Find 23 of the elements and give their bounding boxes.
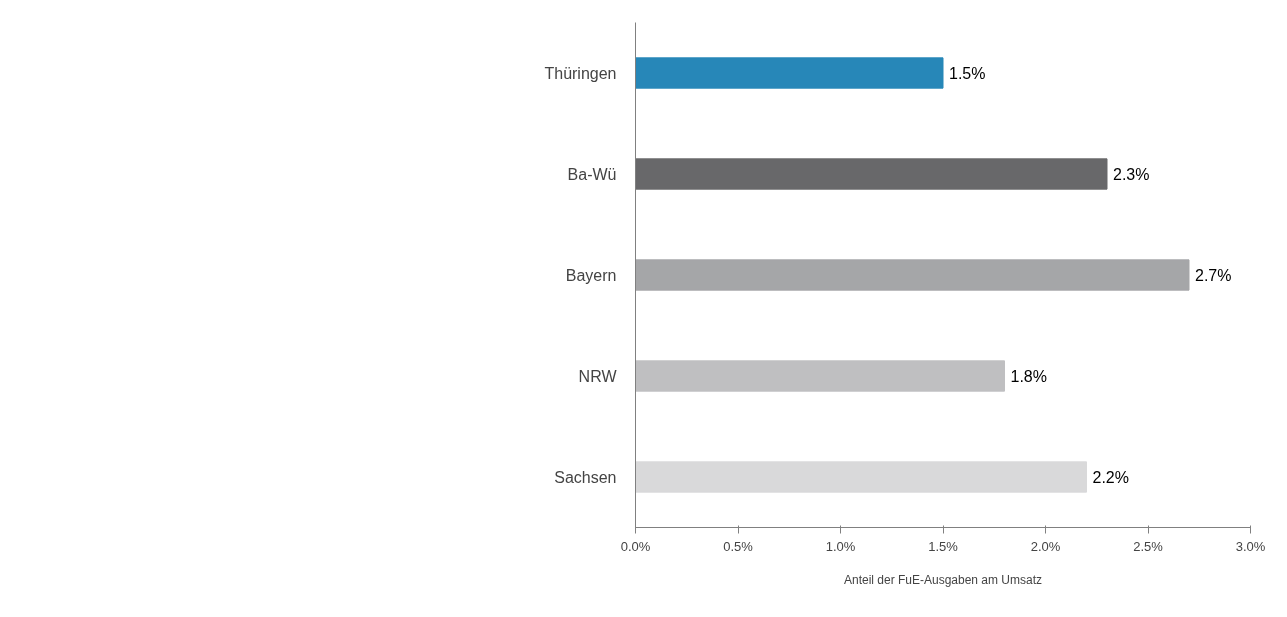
bar [635,360,1005,392]
y-tick-label: NRW [578,367,618,385]
bar [635,461,1087,493]
y-tick-label: Sachsen [554,468,617,486]
y-tick-label: Ba-Wü [567,165,617,183]
x-tick-label: 3.0% [1235,538,1266,554]
x-tick-label: 1.5% [928,538,959,554]
data-label: 2.2% [1092,469,1129,486]
data-label: 2.3% [1113,166,1150,183]
bar [635,259,1190,291]
x-tick-label: 2.0% [1030,538,1061,554]
data-label: 1.8% [1010,368,1047,385]
x-tick-label: 1.0% [825,538,856,554]
x-tick-label: 2.5% [1133,538,1164,554]
x-tick-label: 0.0% [620,538,651,554]
data-label: 1.5% [949,65,986,82]
bar [635,57,944,89]
x-tick-label: 0.5% [723,538,754,554]
x-axis-title: Anteil der FuE-Ausgaben am Umsatz [843,572,1043,587]
y-tick-label: Bayern [565,266,617,284]
bar [635,158,1108,190]
y-tick-label: Thüringen [544,64,617,82]
data-label: 2.7% [1195,267,1232,284]
